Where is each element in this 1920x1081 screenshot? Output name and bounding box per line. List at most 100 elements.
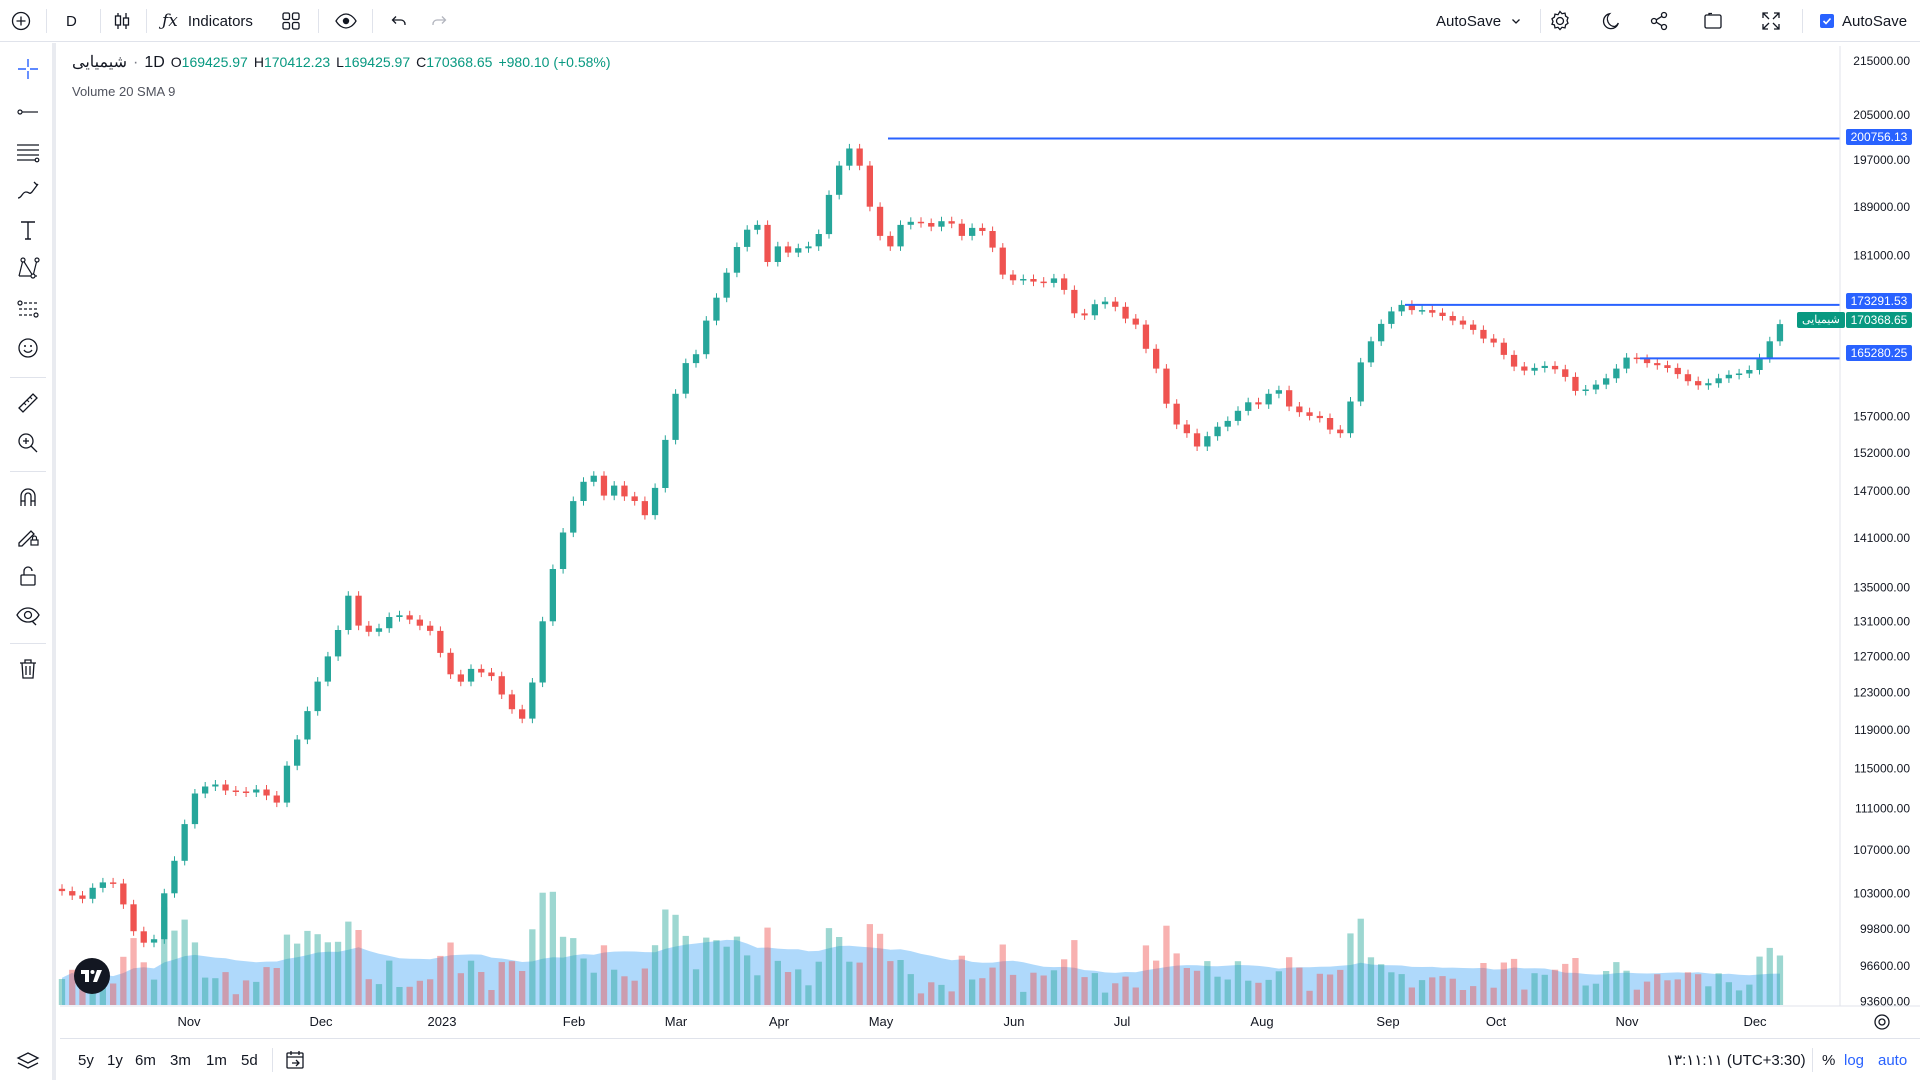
- text-tool[interactable]: [12, 214, 44, 246]
- candle-body: [457, 674, 464, 682]
- emoji-tool[interactable]: [12, 332, 44, 364]
- zoom-tool[interactable]: [12, 427, 44, 459]
- fullscreen-button[interactable]: [1760, 0, 1782, 42]
- range-5d-button[interactable]: 5d: [241, 1039, 258, 1081]
- volume-bar: [1582, 985, 1589, 1005]
- candle-body: [876, 206, 884, 236]
- range-label: 6m: [135, 1051, 156, 1069]
- volume-bar: [1316, 973, 1323, 1005]
- range-5y-button[interactable]: 5y: [78, 1039, 94, 1081]
- candle-body: [907, 221, 914, 225]
- settings-button[interactable]: [1548, 0, 1572, 42]
- percent-toggle[interactable]: %: [1822, 1039, 1835, 1081]
- candle-body: [744, 229, 751, 247]
- volume-bar: [1756, 956, 1763, 1005]
- price-axis: 215000.00 205000.00 197000.00 189000.00 1810…: [1853, 54, 1910, 1009]
- candle-body: [1378, 323, 1385, 342]
- volume-bar: [191, 942, 199, 1005]
- candle-body: [1071, 289, 1078, 314]
- candle-body: [1091, 304, 1098, 316]
- candle-body: [283, 765, 291, 803]
- autosave-menu-button[interactable]: AutoSave: [1436, 0, 1523, 42]
- auto-toggle[interactable]: auto: [1878, 1039, 1907, 1081]
- redo-button[interactable]: [430, 0, 450, 42]
- timezone-button[interactable]: ۱۳:۱۱:۱۱ (UTC+3:30): [1666, 1039, 1806, 1081]
- time-tick-label: May: [869, 1014, 894, 1029]
- add-symbol-button[interactable]: [10, 0, 32, 42]
- autosave-checkbox[interactable]: AutoSave: [1820, 0, 1907, 42]
- object-tree-button[interactable]: [12, 1046, 44, 1078]
- pattern-tool[interactable]: [12, 252, 44, 284]
- candle-body: [314, 681, 321, 712]
- volume-bar: [600, 945, 608, 1005]
- symbol-name[interactable]: شیمیایی: [72, 54, 127, 71]
- range-6m-button[interactable]: 6m: [135, 1039, 156, 1081]
- chart-settings-button[interactable]: [1870, 1010, 1894, 1039]
- lock-all-tool[interactable]: [12, 560, 44, 592]
- log-toggle[interactable]: log: [1844, 1039, 1864, 1081]
- theme-button[interactable]: [1600, 0, 1622, 42]
- candle-body: [1245, 402, 1252, 411]
- candle-body: [703, 320, 710, 355]
- candle-body: [1572, 376, 1579, 391]
- volume-bar: [1459, 990, 1467, 1005]
- volume-bar: [273, 968, 280, 1005]
- undo-button[interactable]: [388, 0, 408, 42]
- price-chart[interactable]: 215000.00 205000.00 197000.00 189000.00 1810…: [0, 0, 1920, 1040]
- remove-drawings-tool[interactable]: [12, 653, 44, 685]
- visibility-button[interactable]: [334, 0, 358, 42]
- volume-bar: [1224, 979, 1231, 1005]
- volume-bar: [334, 941, 342, 1005]
- volume-bar: [1490, 987, 1497, 1005]
- range-1m-button[interactable]: 1m: [206, 1039, 227, 1081]
- volume-bar: [754, 975, 761, 1005]
- candle-body: [1439, 312, 1446, 316]
- volume-bar: [1439, 976, 1446, 1005]
- volume-sma-area: [62, 939, 1780, 1005]
- volume-bar: [1592, 983, 1600, 1005]
- volume-bar: [120, 956, 127, 1005]
- brush-tool[interactable]: [12, 174, 44, 206]
- candle-body: [733, 247, 741, 273]
- snapshot-button[interactable]: [1702, 0, 1724, 42]
- measure-lines-icon: [17, 300, 39, 318]
- hide-drawings-tool[interactable]: [12, 599, 44, 631]
- interval-button[interactable]: D: [66, 0, 77, 42]
- candle-body: [161, 893, 168, 940]
- candle-body: [784, 246, 792, 253]
- prediction-tool[interactable]: [12, 293, 44, 325]
- volume-bar: [324, 942, 331, 1005]
- share-button[interactable]: [1648, 0, 1670, 42]
- candle-body: [1050, 278, 1058, 283]
- volume-bar: [242, 980, 250, 1005]
- candle-body: [580, 481, 587, 501]
- range-3m-button[interactable]: 3m: [170, 1039, 191, 1081]
- indicators-button[interactable]: ƒx Indicators: [162, 0, 253, 42]
- lock-icon: [20, 566, 36, 586]
- crosshair-tool[interactable]: [12, 53, 44, 85]
- chart-type-button[interactable]: [112, 0, 132, 42]
- lock-drawings-tool[interactable]: [12, 520, 44, 552]
- tradingview-logo[interactable]: [74, 958, 110, 994]
- time-tick-label: 2023: [428, 1014, 457, 1029]
- goto-date-button[interactable]: [284, 1039, 306, 1081]
- candle-body: [754, 224, 761, 230]
- range-1y-button[interactable]: 1y: [107, 1039, 123, 1081]
- fib-tool[interactable]: [12, 136, 44, 168]
- volume-bar: [1603, 971, 1610, 1005]
- time-axis: Nov Dec 2023 Feb Mar Apr May Jun Jul Aug Sep Oct Nov…: [177, 1014, 1767, 1029]
- candle-body: [1746, 370, 1753, 374]
- candle-body: [1490, 338, 1497, 343]
- volume-indicator-legend[interactable]: Volume 20 SMA 9: [72, 84, 176, 99]
- measure-tool[interactable]: [12, 387, 44, 419]
- volume-bar: [1245, 980, 1252, 1005]
- candle-body: [181, 824, 188, 861]
- price-tick-label: 197000.00: [1853, 153, 1910, 167]
- volume-bar: [1746, 984, 1753, 1005]
- layouts-button[interactable]: [280, 0, 302, 42]
- trend-line-tool[interactable]: [12, 96, 44, 128]
- magnet-tool[interactable]: [12, 481, 44, 513]
- volume-bar: [1408, 987, 1415, 1005]
- volume-bar: [784, 972, 792, 1005]
- candle-body: [355, 595, 362, 626]
